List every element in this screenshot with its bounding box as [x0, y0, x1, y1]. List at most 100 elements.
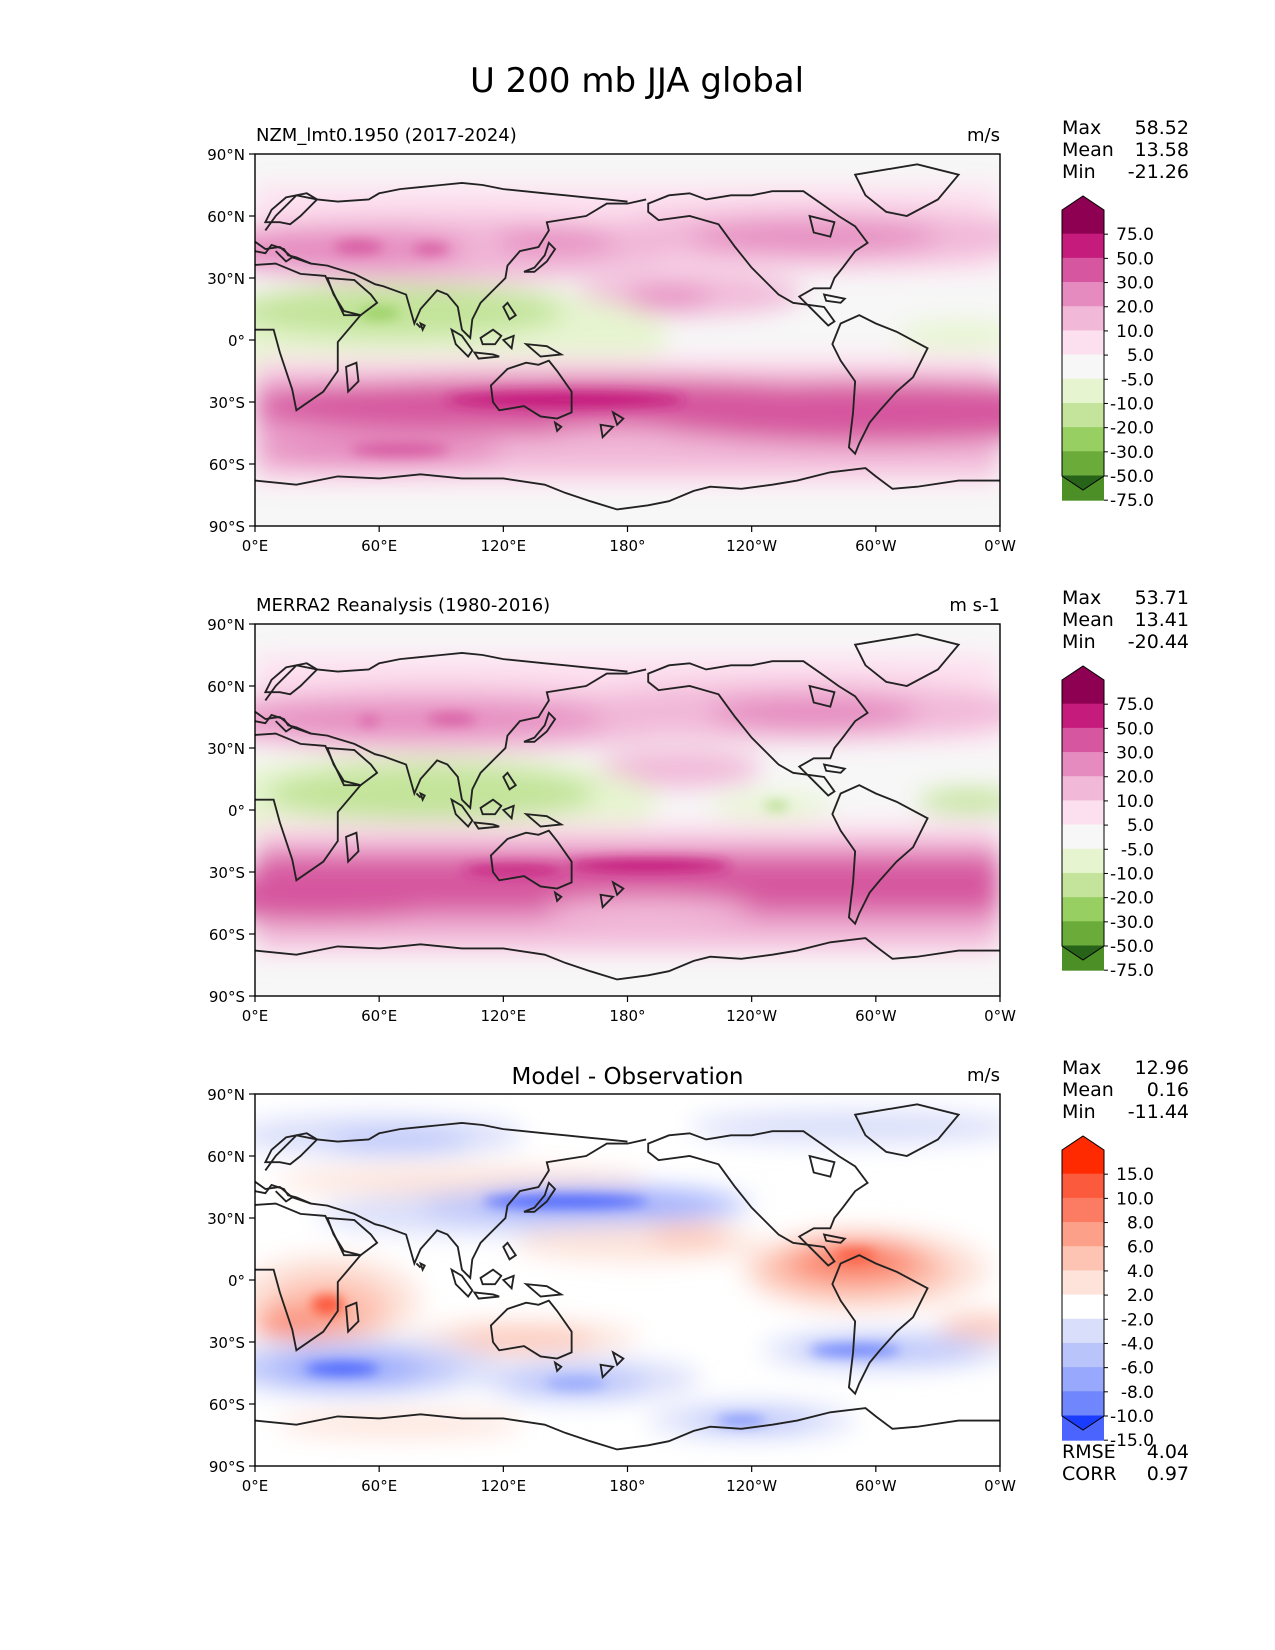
lat-tick-label: 90°N [207, 1086, 245, 1104]
colorbar-segment [1062, 354, 1104, 380]
lat-tick-label: 30°N [207, 270, 245, 288]
colorbar-segment [1062, 1222, 1104, 1248]
colorbar-segment [1062, 282, 1104, 308]
lon-tick-label: 0°E [242, 1477, 269, 1495]
colorbar-segment [1062, 1197, 1104, 1224]
stat-label: Max [1062, 117, 1101, 139]
colorbar-label: -10.0 [1110, 394, 1154, 414]
panel-difference: Model - Observation m/s 90°N 60°N 30°N 0° 30°S… [207, 1057, 1189, 1495]
stat-value: 0.16 [1147, 1079, 1189, 1101]
colorbar-segment [1062, 848, 1104, 874]
colorbar-label: -10.0 [1110, 1407, 1154, 1427]
colorbar-segment [1062, 1318, 1104, 1344]
lon-tick-label: 0°W [984, 537, 1016, 555]
lat-tick-label: 30°S [209, 864, 245, 882]
colorbar: 75.0 50.0 30.0 20.0 10.0 5.0 -5.0 -10.0 -20.0 -30… [1061, 665, 1154, 981]
colorbar-segment [1062, 1391, 1104, 1417]
stat-label: Mean [1062, 1079, 1114, 1101]
colorbar-label: 75.0 [1116, 695, 1154, 715]
stat-label: Mean [1062, 139, 1114, 161]
colorbar-label: 30.0 [1116, 744, 1154, 764]
colorbar-segment [1062, 1149, 1104, 1175]
colorbar-extend-max [1062, 196, 1104, 210]
stat-label: Min [1062, 1101, 1096, 1123]
lat-tick-label: 90°S [209, 1458, 245, 1476]
lat-tick-label: 60°S [209, 1396, 245, 1414]
units-label: m s-1 [949, 595, 1000, 616]
stat-value: -20.44 [1128, 631, 1189, 653]
stat-value: 4.04 [1147, 1441, 1189, 1463]
colorbar-label: -50.0 [1110, 937, 1154, 957]
panel-observation: MERRA2 Reanalysis (1980-2016) m s-1 90°N 60… [207, 587, 1189, 1025]
colorbar-segment [1062, 897, 1104, 923]
colorbar-label: 8.0 [1127, 1214, 1154, 1234]
colorbar-label: -4.0 [1121, 1334, 1154, 1354]
panel-model: NZM_lmt0.1950 (2017-2024) m/s 90°N 60°N 30°N… [207, 117, 1189, 555]
units-label: m/s [967, 125, 1000, 146]
colorbar-label: 75.0 [1116, 225, 1154, 245]
lat-tick-label: 90°N [207, 616, 245, 634]
panel-title: Model - Observation [511, 1064, 743, 1090]
colorbar-label: -15.0 [1110, 1431, 1154, 1451]
colorbar-label: -30.0 [1110, 913, 1154, 933]
lon-tick-label: 120°E [481, 1007, 527, 1025]
colorbar-label: 5.0 [1127, 816, 1154, 836]
colorbar-label: 10.0 [1116, 322, 1154, 342]
map-area [255, 624, 1000, 996]
colorbar-segment [1062, 1246, 1104, 1272]
colorbar-segment [1062, 1270, 1104, 1296]
colorbar-label: 50.0 [1116, 249, 1154, 269]
figure-title: U 200 mb JJA global [470, 61, 804, 101]
lat-tick-label: 60°S [209, 456, 245, 474]
lon-tick-label: 60°W [855, 1007, 897, 1025]
colorbar-label: 20.0 [1116, 298, 1154, 318]
colorbar-label: -2.0 [1121, 1310, 1154, 1330]
stat-value: 58.52 [1135, 117, 1189, 139]
lon-tick-label: 0°E [242, 1007, 269, 1025]
stat-label: Max [1062, 587, 1101, 609]
lat-tick-label: 90°S [209, 518, 245, 536]
stat-label: Min [1062, 631, 1096, 653]
stat-value: 12.96 [1135, 1057, 1189, 1079]
colorbar-segment [1062, 451, 1104, 477]
lat-tick-label: 60°S [209, 926, 245, 944]
colorbar-label: 15.0 [1116, 1165, 1154, 1185]
colorbar-segment [1062, 1294, 1104, 1320]
stat-label: Max [1062, 1057, 1101, 1079]
colorbar-label: -6.0 [1121, 1359, 1154, 1379]
lat-tick-label: 0° [228, 802, 245, 820]
lat-tick-label: 90°N [207, 146, 245, 164]
colorbar-segment [1062, 378, 1104, 404]
lon-tick-label: 120°W [726, 1007, 777, 1025]
lon-tick-label: 60°W [855, 537, 897, 555]
colorbar-label: 50.0 [1116, 719, 1154, 739]
colorbar-label: -20.0 [1110, 889, 1154, 909]
colorbar-segment [1062, 233, 1104, 259]
lon-tick-label: 180° [609, 537, 645, 555]
colorbar-segment [1062, 727, 1104, 754]
stat-value: -11.44 [1128, 1101, 1189, 1123]
colorbar-segment [1062, 306, 1104, 332]
stat-label: Min [1062, 161, 1096, 183]
stat-value: -21.26 [1128, 161, 1189, 183]
lon-tick-label: 120°W [726, 1477, 777, 1495]
lat-tick-label: 30°N [207, 1210, 245, 1228]
colorbar-label: 4.0 [1127, 1262, 1154, 1282]
stat-value: 13.41 [1135, 609, 1189, 631]
colorbar-segment [1062, 330, 1104, 356]
panel-title: NZM_lmt0.1950 (2017-2024) [256, 125, 517, 146]
colorbar-extend-min [1062, 1416, 1104, 1430]
colorbar-segment [1062, 427, 1104, 453]
colorbar-label: 2.0 [1127, 1286, 1154, 1306]
stat-value: 13.58 [1135, 139, 1189, 161]
lon-tick-label: 180° [609, 1477, 645, 1495]
colorbar-label: -20.0 [1110, 419, 1154, 439]
colorbar-label: -8.0 [1121, 1383, 1154, 1403]
colorbar: 75.0 50.0 30.0 20.0 10.0 5.0 -5.0 -10.0 -20.0 -30… [1061, 195, 1154, 511]
colorbar-label: -50.0 [1110, 467, 1154, 487]
colorbar-label: 20.0 [1116, 768, 1154, 788]
stat-label: CORR [1062, 1463, 1117, 1485]
colorbar: 15.0 10.0 8.0 6.0 4.0 2.0 -2.0 -4.0 -6.0 -8.0 -10.… [1061, 1135, 1154, 1451]
lon-tick-label: 60°E [361, 1477, 397, 1495]
